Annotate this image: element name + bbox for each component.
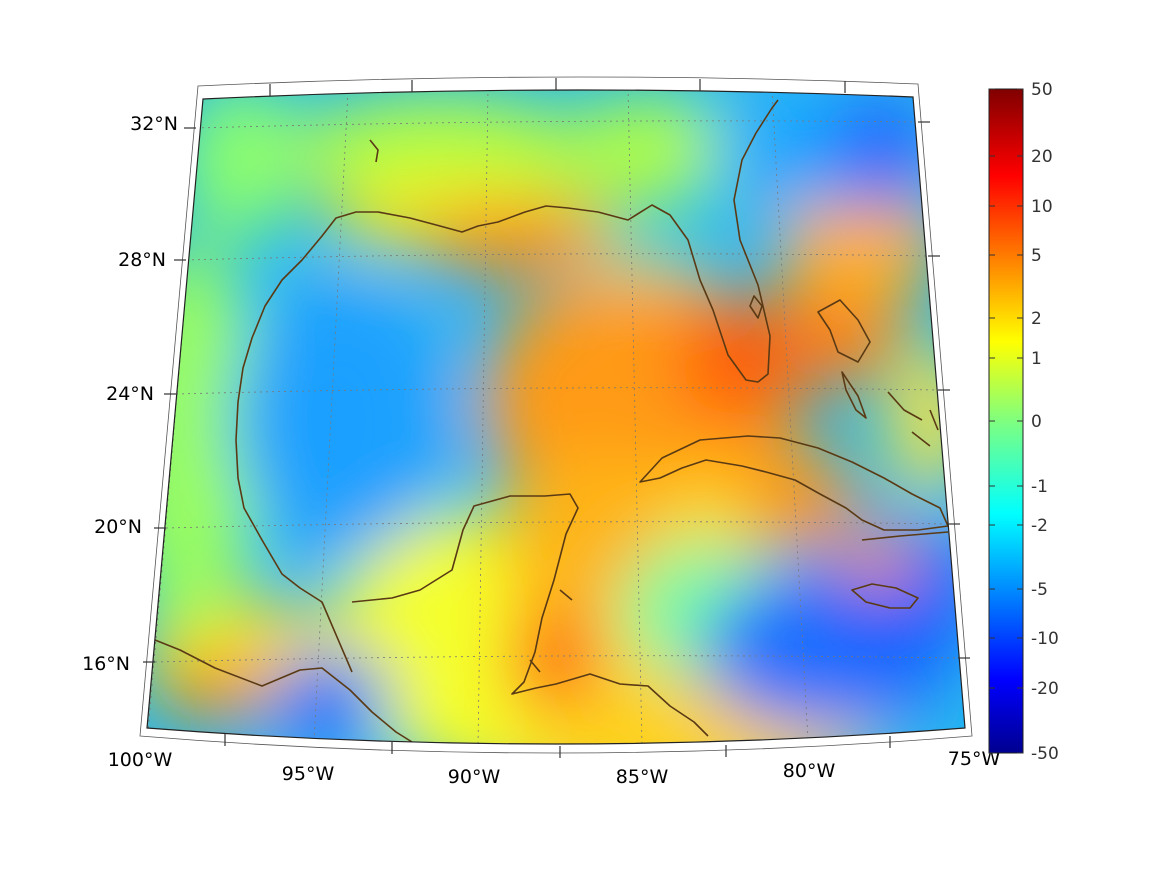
colorbar-tick-label: 2: [1031, 309, 1042, 329]
colorbar-tick-label: 20: [1031, 147, 1053, 167]
colorbar-tick-label: -5: [1031, 580, 1048, 600]
map-frame: [139, 76, 973, 758]
longitude-axis: 100°W 95°W 90°W 85°W 80°W 75°W: [108, 748, 1001, 788]
colorbar-tick-label: 50: [1031, 80, 1053, 100]
field-layer: [147, 89, 965, 744]
colorbar-tick-label: 10: [1031, 197, 1053, 217]
lon-label-85w: 85°W: [616, 766, 669, 788]
graticule: [147, 89, 959, 744]
coastline-islands: [369, 139, 763, 673]
coastline-hispaniola: [861, 531, 949, 541]
colorbar-tick-label: -50: [1031, 744, 1059, 764]
latitude-axis: 32°N 28°N 24°N 20°N 16°N: [82, 113, 178, 675]
lat-label-16n: 16°N: [82, 653, 130, 675]
lat-label-20n: 20°N: [94, 516, 142, 538]
colorbar-tick-label: -20: [1031, 679, 1059, 699]
lon-label-100w: 100°W: [108, 749, 173, 771]
lat-label-32n: 32°N: [130, 113, 178, 135]
colorbar-tick-label: 5: [1031, 246, 1042, 266]
lon-label-95w: 95°W: [282, 763, 335, 785]
lon-label-75w: 75°W: [948, 748, 1001, 770]
colorbar-tick-label: -10: [1031, 629, 1059, 649]
colorbar-tick-label: 0: [1031, 412, 1042, 432]
coastline-layer: [154, 99, 949, 743]
lon-label-90w: 90°W: [448, 766, 501, 788]
coastline-gulf: [154, 99, 779, 743]
lat-label-28n: 28°N: [118, 249, 166, 271]
lat-label-24n: 24°N: [106, 383, 154, 405]
coastline-jamaica: [851, 583, 919, 609]
coastline-cuba: [639, 435, 949, 531]
colorbar-tick-label: -2: [1031, 516, 1048, 536]
colorbar-tick-label: 1: [1031, 349, 1042, 369]
colorbar-tick-label: -1: [1031, 477, 1048, 497]
lon-label-80w: 80°W: [783, 760, 836, 782]
coastline-bahamas: [817, 299, 939, 447]
